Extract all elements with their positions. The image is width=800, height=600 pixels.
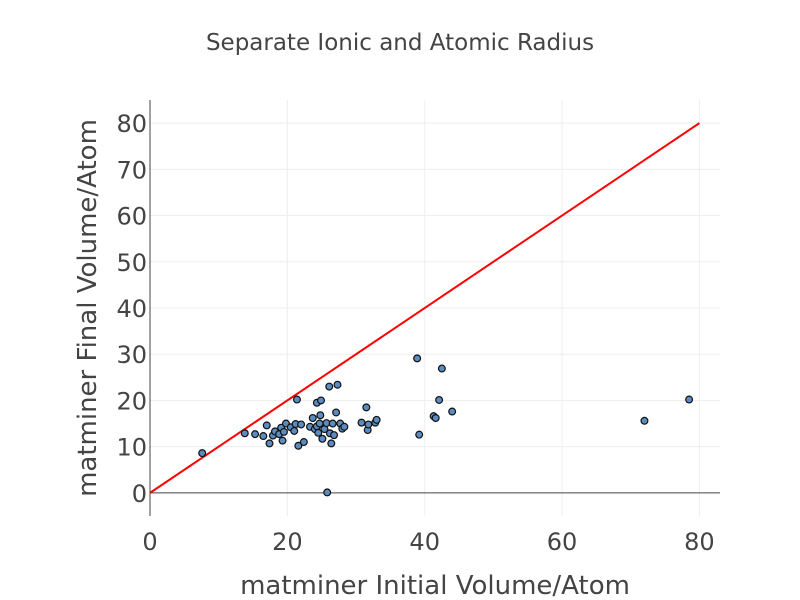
y-tick-label: 20: [116, 387, 147, 415]
data-point: [198, 449, 207, 458]
data-point: [314, 428, 323, 437]
x-tick-label: 60: [547, 528, 578, 556]
grid-lines: [150, 100, 720, 516]
data-point: [279, 427, 288, 436]
data-point: [330, 431, 339, 440]
data-point: [265, 439, 274, 448]
y-tick-label: 70: [116, 156, 147, 184]
data-point: [317, 396, 326, 405]
data-points: [198, 354, 694, 497]
y-tick-labels: 0 10 20 30 40 50 60 70 80: [116, 110, 147, 508]
data-point: [318, 434, 327, 443]
y-tick-label: 60: [116, 203, 147, 231]
y-tick-label: 0: [132, 480, 147, 508]
axes: [149, 100, 720, 516]
x-tick-label: 80: [684, 528, 715, 556]
x-axis-label: matminer Initial Volume/Atom: [240, 571, 630, 600]
data-point: [240, 429, 249, 438]
x-tick-label: 40: [409, 528, 440, 556]
data-point: [431, 414, 440, 423]
data-point: [325, 382, 334, 391]
x-tick-label: 0: [142, 528, 157, 556]
data-point: [340, 422, 349, 431]
y-tick-label: 40: [116, 295, 147, 323]
data-point: [290, 426, 299, 435]
data-point: [262, 421, 271, 430]
data-point: [357, 418, 366, 427]
x-tick-label: 20: [272, 528, 303, 556]
data-point: [327, 439, 336, 448]
data-point: [640, 416, 649, 425]
data-point: [308, 414, 317, 423]
data-point: [299, 438, 308, 447]
data-point: [685, 395, 694, 404]
data-point: [251, 430, 260, 439]
data-point: [278, 436, 287, 445]
data-point: [297, 420, 306, 429]
data-point: [316, 411, 325, 420]
y-tick-label: 30: [116, 341, 147, 369]
y-tick-label: 50: [116, 249, 147, 277]
data-point: [448, 407, 457, 416]
data-point: [259, 432, 268, 441]
data-point: [328, 419, 337, 428]
chart-title: Separate Ionic and Atomic Radius: [206, 30, 594, 56]
data-point: [372, 415, 381, 424]
data-point: [364, 420, 373, 429]
y-tick-label: 80: [116, 110, 147, 138]
data-point: [362, 403, 371, 412]
x-tick-labels: 0 20 40 60 80: [142, 528, 714, 556]
y-tick-label: 10: [116, 434, 147, 462]
data-point: [437, 364, 446, 373]
data-point: [332, 408, 341, 417]
data-point: [435, 395, 444, 404]
data-point: [323, 488, 332, 497]
data-point: [294, 441, 303, 450]
data-point: [333, 380, 342, 389]
data-point: [415, 430, 424, 439]
data-point: [413, 354, 422, 363]
y-axis-label: matminer Final Volume/Atom: [73, 119, 103, 497]
data-point: [292, 395, 301, 404]
